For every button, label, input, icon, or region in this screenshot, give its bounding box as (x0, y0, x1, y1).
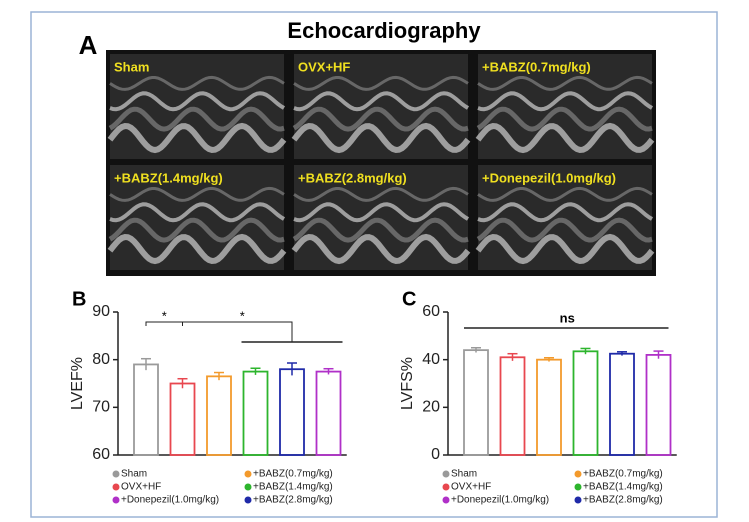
image-label: Sham (114, 59, 149, 74)
annotation: * (162, 308, 167, 323)
echo-wave (109, 91, 286, 112)
echo-wave (291, 122, 471, 154)
legend-label: Sham (121, 469, 147, 480)
echo-wave (293, 202, 470, 223)
echo-wave (109, 202, 286, 223)
charts: B LVEF% 60 70 80 90 Sham OVX+HF +BABZ(0.7mg/kg) +… (69, 288, 677, 506)
echo-wave (108, 217, 285, 243)
y-tick-label: 20 (422, 399, 440, 416)
legend-swatch (112, 470, 120, 478)
y-tick-label: 60 (92, 446, 110, 463)
panel-label: B (72, 288, 86, 310)
legend-swatch (442, 483, 450, 491)
echo-wave (293, 91, 470, 112)
y-tick-label: 80 (92, 351, 110, 368)
legend-swatch (574, 470, 582, 478)
echo-wave (108, 106, 285, 132)
echo-wave (477, 186, 653, 202)
images: Sham OVX+HF +BABZ(0.7mg/kg) +BABZ(1.4mg/kg)… (107, 54, 655, 270)
echo-wave (476, 106, 653, 132)
legend-label: +BABZ(0.7mg/kg) (253, 469, 333, 480)
legend-label: +BABZ(1.4mg/kg) (583, 482, 663, 493)
image-label: +Donepezil(1.0mg/kg) (482, 170, 616, 185)
echo-wave (477, 202, 654, 223)
echo-wave (476, 217, 653, 243)
image-label: +BABZ(0.7mg/kg) (482, 59, 591, 74)
legend-label: OVX+HF (451, 482, 491, 493)
legend-swatch (244, 496, 252, 504)
bracket (182, 321, 293, 342)
legend-label: +Donepezil(1.0mg/kg) (451, 495, 549, 506)
panel-label: C (402, 288, 416, 310)
echo-wave (477, 91, 654, 112)
echo-image (110, 54, 284, 159)
image-label: +BABZ(1.4mg/kg) (114, 170, 223, 185)
echo-wave (475, 233, 655, 265)
legend-swatch (574, 483, 582, 491)
image-label: +BABZ(2.8mg/kg) (298, 170, 407, 185)
echo-wave (477, 75, 653, 91)
echo-wave (293, 75, 469, 91)
legend-swatch (574, 496, 582, 504)
legend-swatch (112, 483, 120, 491)
legend-swatch (112, 496, 120, 504)
echo-image (110, 165, 284, 270)
y-axis-label: LVEF% (69, 357, 86, 410)
legend-label: +BABZ(2.8mg/kg) (253, 495, 333, 506)
echo-wave (109, 186, 285, 202)
echo-wave (292, 217, 469, 243)
echo-image (478, 54, 652, 159)
legend-label: +BABZ(0.7mg/kg) (583, 469, 663, 480)
legend-swatch (442, 470, 450, 478)
echo-wave (107, 233, 287, 265)
y-tick-label: 70 (92, 399, 110, 416)
y-tick-label: 90 (92, 303, 110, 320)
figure-title: Echocardiography (287, 18, 481, 43)
panel-label: A (79, 30, 98, 60)
y-tick-label: 60 (422, 303, 440, 320)
image-label: OVX+HF (298, 59, 350, 74)
annotation: ns (560, 310, 575, 325)
annotation: * (240, 308, 245, 323)
echo-image (294, 54, 468, 159)
echo-wave (109, 75, 285, 91)
echo-wave (292, 106, 469, 132)
legend-label: OVX+HF (121, 482, 161, 493)
legend-swatch (244, 483, 252, 491)
legend-label: +BABZ(2.8mg/kg) (583, 495, 663, 506)
legend-label: +Donepezil(1.0mg/kg) (121, 495, 219, 506)
echo-image (478, 165, 652, 270)
legend-label: +BABZ(1.4mg/kg) (253, 482, 333, 493)
legend-swatch (244, 470, 252, 478)
y-tick-label: 40 (422, 351, 440, 368)
y-axis-label: LVFS% (399, 357, 416, 410)
y-tick-label: 0 (431, 446, 440, 463)
echo-wave (291, 233, 471, 265)
echo-wave (107, 122, 287, 154)
legend-label: Sham (451, 469, 477, 480)
echo-wave (475, 122, 655, 154)
legend-swatch (442, 496, 450, 504)
echo-wave (293, 186, 469, 202)
echo-image (294, 165, 468, 270)
